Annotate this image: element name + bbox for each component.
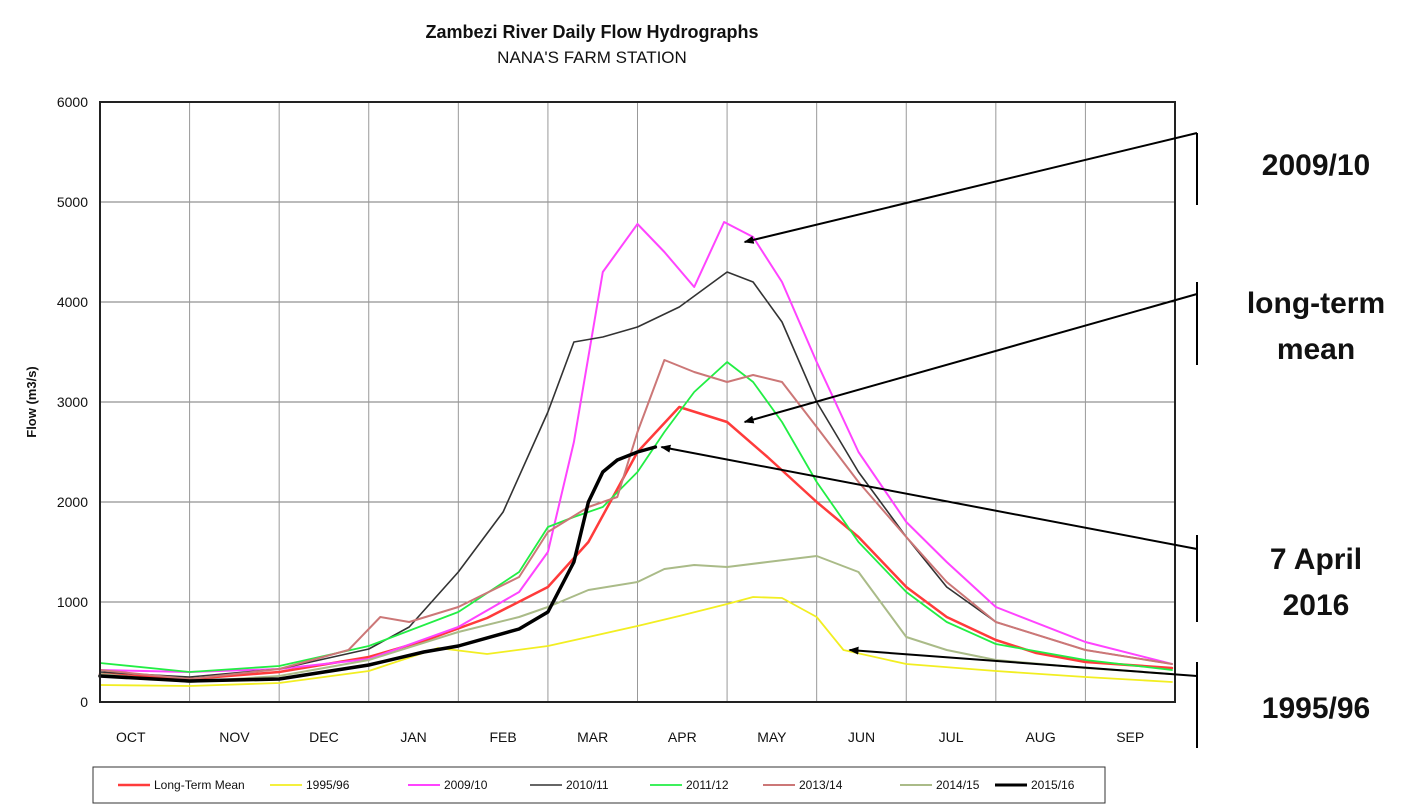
annotation-text: long-term xyxy=(1247,287,1385,320)
series-line-4 xyxy=(99,361,1173,673)
chart-title: Zambezi River Daily Flow Hydrographs xyxy=(425,22,758,42)
annotation-text: 7 April xyxy=(1270,543,1362,576)
series-line-6 xyxy=(99,555,1173,683)
chart-subtitle: NANA'S FARM STATION xyxy=(497,48,687,67)
y-tick-label: 0 xyxy=(80,694,88,710)
annotation-arrow xyxy=(848,646,1198,677)
series-line-7 xyxy=(98,445,658,683)
y-tick-label: 4000 xyxy=(57,294,88,310)
x-tick-label: APR xyxy=(668,729,697,745)
x-tick-label: JAN xyxy=(400,729,426,745)
series-line-0 xyxy=(98,405,1174,681)
series-line-1 xyxy=(99,596,1173,687)
x-tick-label: FEB xyxy=(490,729,517,745)
x-tick-labels: OCT NOV DEC JAN FEB MAR APR MAY JUN JUL AUG SEP xyxy=(116,729,1144,745)
y-tick-label: 3000 xyxy=(57,394,88,410)
annotation-text: 1995/96 xyxy=(1262,692,1370,725)
plot-frame xyxy=(99,101,1176,703)
legend-label: 2013/14 xyxy=(799,778,843,792)
legend: Long-Term Mean 1995/96 2009/10 2010/11 2011/… xyxy=(92,766,1106,804)
x-tick-label: DEC xyxy=(309,729,339,745)
legend-label: 2014/15 xyxy=(936,778,980,792)
annotations: 2009/10 long-term mean 7 April 2016 1995/96 xyxy=(660,132,1385,748)
y-tick-labels: 0 1000 2000 3000 4000 5000 6000 xyxy=(57,94,88,710)
x-tick-label: JUL xyxy=(939,729,964,745)
annotation-arrow xyxy=(743,132,1198,244)
annotation-text: 2016 xyxy=(1283,589,1350,622)
y-tick-label: 2000 xyxy=(57,494,88,510)
legend-label: 2010/11 xyxy=(566,778,609,792)
legend-label: 2015/16 xyxy=(1031,778,1075,792)
y-axis-label: Flow (m3/s) xyxy=(24,366,39,438)
x-tick-label: JUN xyxy=(848,729,875,745)
x-tick-label: MAY xyxy=(757,729,787,745)
x-tick-label: AUG xyxy=(1025,729,1055,745)
legend-label: Long-Term Mean xyxy=(154,778,245,792)
gridlines xyxy=(100,102,1175,702)
annotation-arrow xyxy=(660,444,1198,550)
y-tick-label: 1000 xyxy=(57,594,88,610)
y-tick-label: 6000 xyxy=(57,94,88,110)
x-tick-label: MAR xyxy=(577,729,608,745)
legend-label: 2009/10 xyxy=(444,778,488,792)
annotation-arrow xyxy=(743,293,1198,424)
series-line-5 xyxy=(99,359,1173,680)
x-tick-label: OCT xyxy=(116,729,146,745)
annotation-text: 2009/10 xyxy=(1262,149,1370,182)
x-tick-label: SEP xyxy=(1116,729,1144,745)
legend-label: 1995/96 xyxy=(306,778,350,792)
x-tick-label: NOV xyxy=(219,729,250,745)
series-line-2 xyxy=(99,221,1173,673)
y-tick-label: 5000 xyxy=(57,194,88,210)
annotation-text: mean xyxy=(1277,333,1355,366)
series-lines xyxy=(98,221,1174,687)
legend-label: 2011/12 xyxy=(686,778,729,792)
legend-box xyxy=(92,766,1106,804)
